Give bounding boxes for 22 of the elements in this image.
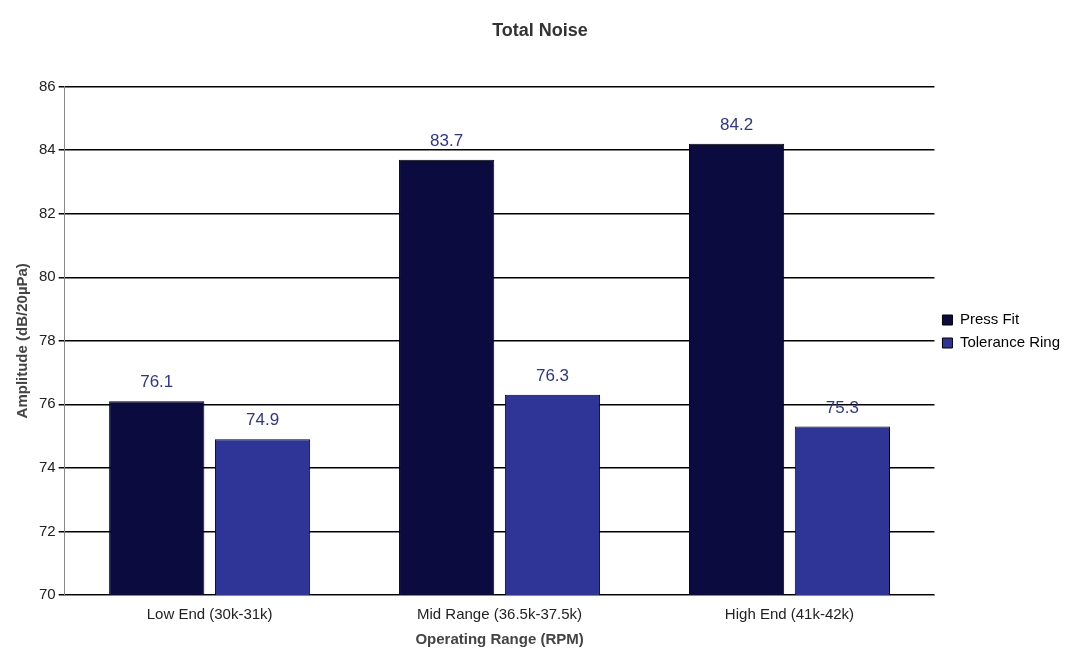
y-tick-label: 80 [39, 267, 56, 285]
data-label: 83.7 [430, 130, 464, 150]
x-tick-label: Low End (30k-31k) [146, 605, 273, 623]
y-tick-label: 72 [39, 521, 56, 539]
x-tick-label: High End (41k-42k) [724, 605, 855, 623]
x-tick-label: Mid Range (36.5k-37.5k) [417, 605, 583, 623]
data-label: 84.2 [720, 114, 754, 134]
legend-label: Press Fit [959, 310, 1020, 328]
y-axis-title: Amplitude (dB/20µPa) [13, 263, 31, 419]
data-label: 76.3 [535, 366, 570, 386]
y-tick-label: 78 [39, 330, 56, 348]
data-label: 76.1 [140, 372, 174, 392]
x-axis-title: Operating Range (RPM) [415, 630, 584, 648]
y-tick-label: 70 [39, 585, 56, 603]
y-tick-label: 86 [39, 76, 56, 94]
chart-title: Total Noise [492, 19, 588, 40]
y-tick-label: 84 [39, 140, 56, 158]
y-tick-label: 76 [39, 394, 56, 412]
y-tick-label: 82 [39, 203, 56, 221]
y-tick-label: 74 [39, 458, 56, 476]
data-label: 74.9 [246, 410, 280, 430]
legend-label: Tolerance Ring [959, 333, 1061, 351]
